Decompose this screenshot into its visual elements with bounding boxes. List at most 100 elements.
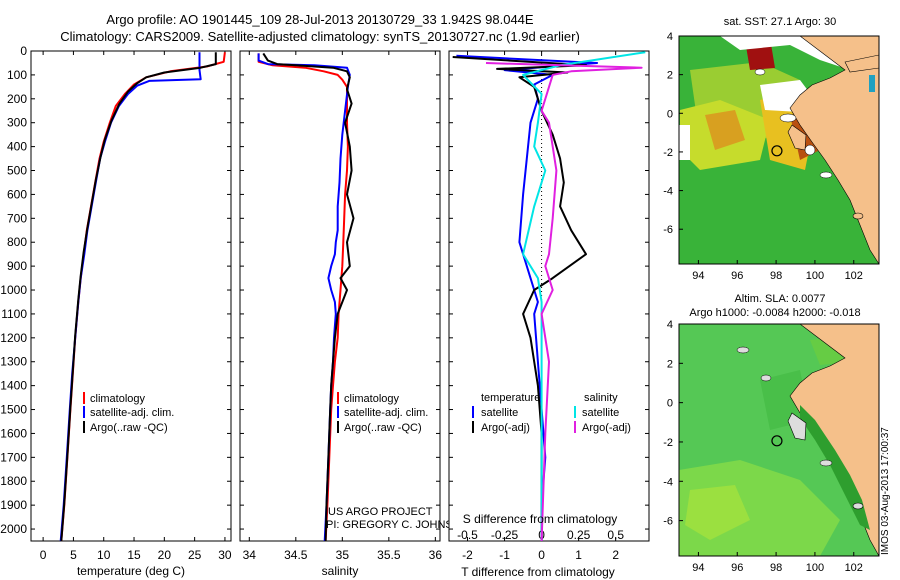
depth-tick-label: 1100 [1, 307, 27, 321]
siberut-island [787, 124, 807, 151]
lat-tick-label: 2 [667, 70, 673, 82]
chart-title-line1: Argo profile: AO 1901445_109 28-Jul-2013… [106, 12, 534, 27]
enggano-island [852, 502, 864, 510]
sst-warm-patch [705, 110, 745, 150]
sla-map-title2: Argo h1000: -0.0084 h2000: -0.018 [689, 307, 860, 319]
x-tick-label: 30 [218, 548, 232, 562]
sst-map-axes: 94 96 98 100 102 4 2 0 -2 -4 -6 [663, 31, 863, 282]
sumatra-land [789, 36, 879, 264]
sst-nodata-patch [804, 144, 816, 156]
legend-s-argo-label: Argo(-adj) [582, 422, 631, 434]
lat-tick-label: 4 [667, 319, 673, 331]
depth-tick-label: 2000 [0, 522, 27, 536]
depth-tick-label: 1300 [0, 355, 27, 369]
difference-series [452, 51, 646, 542]
series-line-t-argo [452, 56, 587, 541]
x-tick-label: 5 [70, 548, 77, 562]
s-tick-label: 0.5 [607, 528, 624, 542]
lon-tick-label: 102 [845, 562, 863, 574]
temperature-series [59, 52, 226, 542]
legend-climatology-label: climatology [90, 393, 146, 405]
series-line-argo [60, 52, 217, 542]
salinity-depth-ticks [240, 50, 440, 530]
depth-tick-label: 1400 [0, 379, 27, 393]
island [760, 374, 772, 382]
lat-tick-label: -4 [663, 476, 673, 488]
t-difference-x-label: T difference from climatology [461, 565, 615, 579]
lon-tick-label: 98 [770, 562, 782, 574]
nias-island [779, 113, 797, 123]
series-line-s-argo [485, 62, 643, 542]
lon-tick-label: 100 [806, 270, 824, 282]
sla-coastal-patch [800, 405, 870, 530]
x-tick-label: -1 [499, 548, 510, 562]
legend-salinity-title: salinity [584, 392, 618, 404]
lat-tick-label: -6 [663, 516, 673, 528]
x-tick-label: -2 [462, 548, 473, 562]
legend-s-satellite-label: satellite [582, 407, 619, 419]
sst-map-title: sat. SST: 27.1 Argo: 30 [724, 16, 837, 28]
x-tick-label: 1 [575, 548, 582, 562]
x-tick-label: 2 [612, 548, 619, 562]
x-tick-label: 36 [429, 548, 443, 562]
sst-nodata-patch [679, 125, 690, 160]
siberut-island [787, 412, 807, 441]
depth-tick-label: 700 [7, 211, 27, 225]
depth-tick-label: 0 [20, 44, 27, 58]
depth-tick-label: 100 [7, 68, 27, 82]
temperature-x-axis: 0 5 10 15 20 25 30 [40, 51, 232, 562]
depth-tick-label: 200 [7, 92, 27, 106]
legend-satellite-label: satellite-adj. clim. [344, 407, 428, 419]
sla-map-title1: Altim. SLA: 0.0077 [734, 293, 825, 305]
project-label: US ARGO PROJECT [328, 506, 433, 518]
sla-high-patch [685, 485, 750, 540]
series-line-climatology [257, 53, 349, 542]
depth-tick-label: 800 [7, 235, 27, 249]
legend-t-argo-label: Argo(-adj) [481, 422, 530, 434]
s-tick-label: -0.25 [491, 528, 519, 542]
x-tick-label: 35.5 [377, 548, 401, 562]
lat-tick-label: 0 [667, 398, 673, 410]
sla-low-patch [760, 370, 810, 430]
lat-tick-label: -2 [663, 147, 673, 159]
sla-map-axes: 94 96 98 100 102 4 2 0 -2 -4 -6 [663, 319, 863, 574]
salinity-x-axis: 34 34.5 35 35.5 36 [243, 51, 443, 562]
temperature-x-label: temperature (deg C) [77, 564, 185, 578]
sst-map: sat. SST: 27.1 Argo: 30 94 96 98 100 102 4 2 0 -… [663, 16, 880, 282]
legend-t-satellite-label: satellite [481, 407, 518, 419]
sst-strait-patch [869, 75, 875, 92]
legend-climatology-label: climatology [344, 393, 400, 405]
legend-argo-label: Argo(..raw -QC) [344, 422, 422, 434]
s-tick-label: -0.5 [457, 528, 478, 542]
lat-tick-label: 2 [667, 358, 673, 370]
lon-tick-label: 96 [731, 270, 743, 282]
lon-tick-label: 100 [806, 562, 824, 574]
lon-tick-label: 94 [692, 270, 704, 282]
lat-tick-label: -2 [663, 437, 673, 449]
salinity-legend: climatology satellite-adj. clim. Argo(..… [337, 392, 428, 434]
legend-satellite-label: satellite-adj. clim. [90, 407, 174, 419]
x-tick-label: 20 [158, 548, 172, 562]
depth-tick-label: 900 [7, 259, 27, 273]
depth-tick-label: 1800 [0, 474, 27, 488]
x-tick-label: 34 [243, 548, 257, 562]
x-tick-label: 34.5 [284, 548, 308, 562]
depth-tick-label: 600 [7, 187, 27, 201]
depth-tick-label: 400 [7, 140, 27, 154]
depth-axis: 0 100 200 300 400 500 600 700 800 900 1000 1100 1200… [0, 44, 231, 536]
x-tick-label: 25 [188, 548, 202, 562]
lon-tick-label: 98 [770, 270, 782, 282]
sst-map-frame [678, 35, 880, 265]
x-tick-label: 35 [336, 548, 350, 562]
temperature-plot-frame [30, 50, 232, 542]
depth-tick-label: 300 [7, 116, 27, 130]
timestamp-stamp: IMOS 03-Aug-2013 17:00:37 [880, 427, 891, 555]
legend-argo-label: Argo(..raw -QC) [90, 422, 168, 434]
series-line-s-satellite [522, 51, 646, 541]
malay-land [844, 54, 879, 73]
salinity-x-label: salinity [322, 564, 359, 578]
difference-legend: temperature satellite Argo(-adj) salinit… [472, 392, 631, 434]
series-line-argo [262, 52, 355, 542]
lon-tick-label: 102 [845, 270, 863, 282]
